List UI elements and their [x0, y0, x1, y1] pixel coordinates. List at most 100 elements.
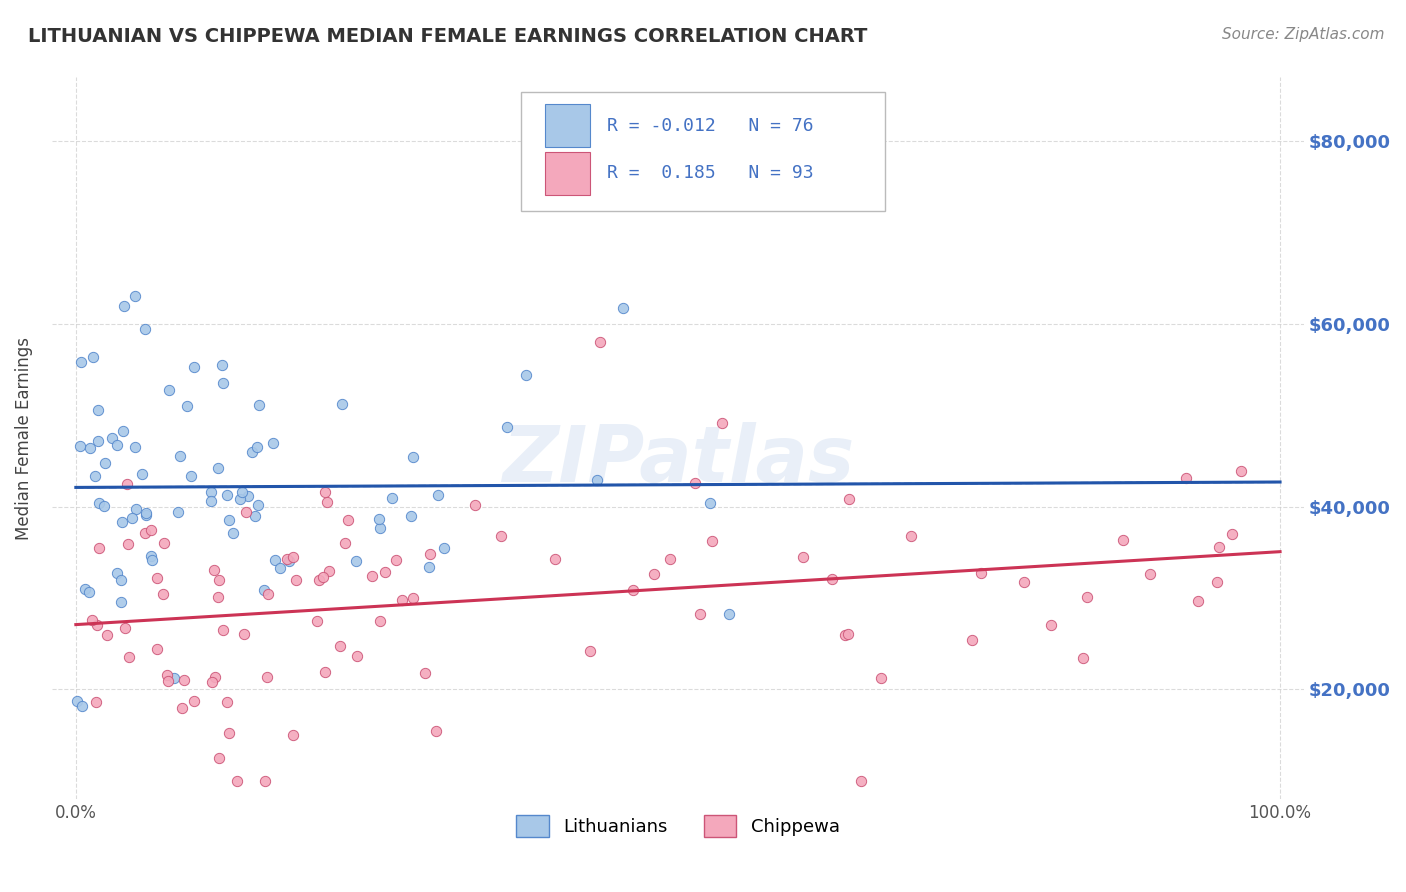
- Lithuanians: [87, 403, 110, 417]
- Chippewa: [425, 723, 447, 738]
- Text: Source: ZipAtlas.com: Source: ZipAtlas.com: [1222, 27, 1385, 42]
- Chippewa: [1174, 471, 1197, 485]
- Chippewa: [385, 553, 408, 567]
- Chippewa: [254, 773, 277, 788]
- Chippewa: [689, 607, 711, 622]
- Lithuanians: [112, 424, 135, 438]
- Lithuanians: [243, 509, 266, 524]
- Lithuanians: [240, 445, 263, 459]
- Lithuanians: [135, 507, 157, 521]
- Lithuanians: [121, 511, 143, 525]
- Lithuanians: [218, 513, 240, 527]
- Lithuanians: [236, 489, 259, 503]
- Chippewa: [212, 623, 235, 637]
- Chippewa: [589, 335, 612, 350]
- Lithuanians: [212, 376, 235, 390]
- Chippewa: [1206, 575, 1229, 590]
- Chippewa: [170, 701, 193, 715]
- Lithuanians: [433, 541, 456, 556]
- Chippewa: [183, 693, 205, 707]
- Chippewa: [489, 529, 512, 543]
- Chippewa: [281, 550, 304, 565]
- Chippewa: [233, 626, 256, 640]
- Chippewa: [685, 475, 707, 490]
- Chippewa: [117, 537, 139, 551]
- Lithuanians: [585, 473, 607, 487]
- Lithuanians: [141, 553, 163, 567]
- Chippewa: [173, 673, 195, 687]
- Chippewa: [710, 416, 733, 430]
- Chippewa: [218, 726, 240, 740]
- Lithuanians: [105, 566, 128, 580]
- Lithuanians: [368, 511, 391, 525]
- Chippewa: [402, 591, 425, 606]
- Chippewa: [307, 614, 329, 628]
- Chippewa: [329, 639, 352, 653]
- Chippewa: [869, 671, 891, 685]
- Chippewa: [1220, 527, 1243, 541]
- Lithuanians: [77, 584, 100, 599]
- Chippewa: [792, 550, 814, 565]
- Chippewa: [217, 695, 239, 709]
- FancyBboxPatch shape: [546, 104, 591, 147]
- Lithuanians: [93, 499, 115, 513]
- Text: ZIPatlas: ZIPatlas: [502, 422, 853, 498]
- Lithuanians: [211, 358, 233, 372]
- Chippewa: [152, 587, 174, 601]
- Chippewa: [115, 476, 138, 491]
- Chippewa: [419, 547, 441, 561]
- Chippewa: [201, 675, 224, 690]
- Lithuanians: [222, 525, 245, 540]
- Lithuanians: [124, 288, 146, 302]
- Chippewa: [1187, 594, 1209, 608]
- Lithuanians: [176, 399, 198, 413]
- Chippewa: [308, 573, 330, 587]
- Lithuanians: [163, 671, 186, 685]
- Chippewa: [821, 572, 844, 586]
- Chippewa: [659, 551, 682, 566]
- Chippewa: [134, 526, 156, 541]
- Lithuanians: [157, 383, 180, 397]
- Lithuanians: [253, 582, 276, 597]
- Chippewa: [970, 566, 993, 580]
- Chippewa: [235, 505, 257, 519]
- Lithuanians: [101, 431, 124, 445]
- Lithuanians: [134, 322, 156, 336]
- Lithuanians: [699, 496, 721, 510]
- Chippewa: [370, 615, 392, 629]
- Lithuanians: [402, 450, 425, 465]
- Chippewa: [1039, 618, 1062, 632]
- Text: LITHUANIAN VS CHIPPEWA MEDIAN FEMALE EARNINGS CORRELATION CHART: LITHUANIAN VS CHIPPEWA MEDIAN FEMALE EAR…: [28, 27, 868, 45]
- Chippewa: [311, 570, 333, 584]
- Lithuanians: [368, 521, 391, 535]
- Lithuanians: [515, 368, 537, 382]
- Lithuanians: [278, 554, 301, 568]
- Lithuanians: [70, 698, 93, 713]
- Chippewa: [851, 773, 873, 788]
- Chippewa: [700, 533, 723, 548]
- Chippewa: [86, 617, 108, 632]
- Chippewa: [156, 668, 179, 682]
- Lithuanians: [112, 299, 135, 313]
- Lithuanians: [718, 607, 741, 621]
- Lithuanians: [131, 467, 153, 481]
- Chippewa: [114, 621, 136, 635]
- Chippewa: [834, 628, 856, 642]
- Chippewa: [96, 628, 118, 642]
- Lithuanians: [612, 301, 634, 315]
- Chippewa: [89, 541, 111, 556]
- Legend: Lithuanians, Chippewa: Lithuanians, Chippewa: [509, 807, 846, 844]
- Chippewa: [118, 650, 141, 665]
- FancyBboxPatch shape: [546, 153, 591, 194]
- Chippewa: [256, 670, 278, 684]
- Chippewa: [900, 529, 922, 543]
- Lithuanians: [180, 469, 202, 483]
- Chippewa: [391, 593, 413, 607]
- Chippewa: [318, 564, 340, 578]
- Chippewa: [837, 627, 859, 641]
- Chippewa: [146, 641, 169, 656]
- Lithuanians: [110, 573, 132, 587]
- Lithuanians: [426, 488, 449, 502]
- Lithuanians: [70, 355, 93, 369]
- Chippewa: [621, 582, 644, 597]
